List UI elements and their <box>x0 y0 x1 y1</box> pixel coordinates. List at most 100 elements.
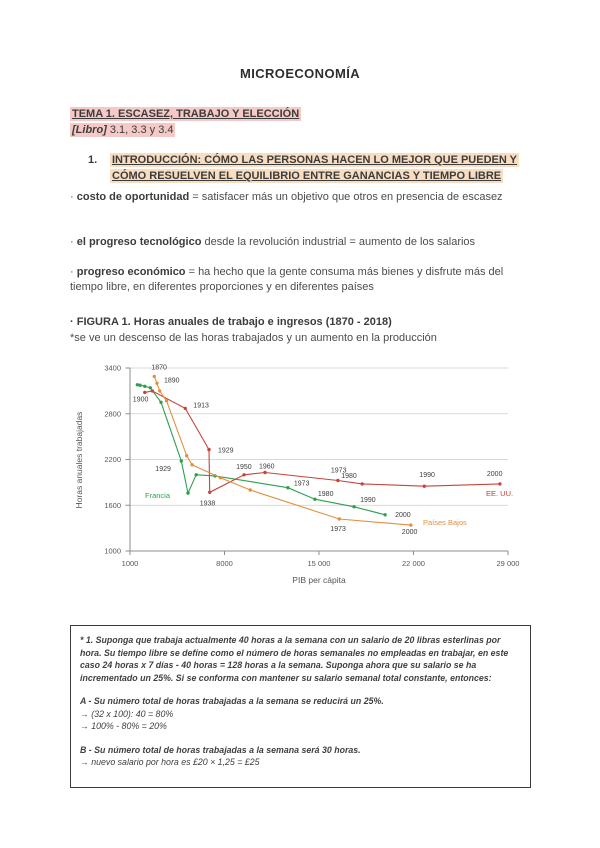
exercise-box: * 1. Suponga que trabaja actualmente 40 … <box>70 625 531 788</box>
year-label-ee-uu-2000: 2000 <box>487 471 503 478</box>
bullet-definition: = satisfacer más un objetivo que otros e… <box>189 191 503 203</box>
exercise-step-a2: → 100% - 80% = 20% <box>80 721 167 731</box>
year-label-ee-uu-1913: 1913 <box>193 402 209 409</box>
libro-label: [Libro] <box>72 124 107 136</box>
libro-chapters: 3.1, 3.3 y 3.4 <box>106 124 174 136</box>
data-point-ee-uu-1960 <box>263 470 267 475</box>
exercise-step-b1: → nuevo salario por hora es £20 × 1,25 =… <box>80 757 260 767</box>
year-label-francia-2000: 2000 <box>395 512 411 519</box>
figure-title: · FIGURA 1. Horas anuales de trabajo e i… <box>70 316 392 328</box>
data-point-pa-ses-bajos-1890 <box>155 381 159 385</box>
year-label-ee-uu-1990: 1990 <box>419 472 435 479</box>
data-point-ee-uu-1913 <box>183 406 187 411</box>
bullet-dot: · <box>70 191 77 203</box>
x-tick-label: 1000 <box>122 559 139 568</box>
exercise-step-a1: → (32 x 100): 40 = 80% <box>80 708 174 719</box>
y-tick-label: 2800 <box>104 409 121 418</box>
data-point-francia-1880 <box>138 383 142 387</box>
year-label-ee-uu-1900: 1900 <box>133 396 149 403</box>
data-point-ee-uu-1990 <box>422 484 426 488</box>
x-tick-label: 15 000 <box>308 559 331 568</box>
series-line-pa-ses-bajos <box>153 376 411 526</box>
intro-heading: 1. INTRODUCCIÓN: CÓMO LAS PERSONAS HACEN … <box>88 152 538 184</box>
data-point-francia-1913 <box>159 400 163 404</box>
data-point-francia-1973 <box>286 486 290 490</box>
data-point-francia-1980 <box>313 497 317 501</box>
x-tick-label: 8000 <box>216 559 233 568</box>
series-label-pa-ses-bajos: Países Bajos <box>423 518 467 527</box>
page-title: MICROECONOMÍA <box>239 66 361 81</box>
year-label-ee-uu-1980: 1980 <box>341 473 357 480</box>
data-point-francia-2000 <box>383 513 387 517</box>
year-label-pa-ses-bajos-2000: 2000 <box>402 529 418 536</box>
year-label-francia-1990: 1990 <box>360 497 376 504</box>
y-tick-label: 2200 <box>104 455 121 464</box>
y-tick-label: 3400 <box>104 364 121 373</box>
data-point-ee-uu-1950 <box>242 473 246 477</box>
x-axis-title: PIB per cápita <box>292 575 346 585</box>
data-point-ee-uu-1900 <box>150 389 154 393</box>
bullet-definition: desde la revolución industrial = aumento… <box>201 236 476 248</box>
year-label-ee-uu-1929: 1929 <box>218 448 234 455</box>
figure-note: *se ve un descenso de las horas trabajad… <box>70 332 437 344</box>
data-point-francia-1890 <box>143 384 147 388</box>
year-label-ee-uu-1973: 1973 <box>331 468 347 475</box>
year-label-pa-ses-bajos-1870: 1870 <box>151 364 167 371</box>
libro-line: [Libro] 3.1, 3.3 y 3.4 <box>70 123 176 137</box>
bullet-progreso-tecnologico: · el progreso tecnológico desde la revol… <box>70 235 512 250</box>
data-point-francia-1990 <box>352 505 356 509</box>
data-point-pa-ses-bajos-1960 <box>248 488 252 492</box>
y-axis-title: Horas anuales trabajadas <box>74 412 84 509</box>
y-tick-label: 1600 <box>104 501 121 510</box>
bullet-definition: = ha hecho que la gente consuma más bien… <box>70 266 504 293</box>
data-point-pa-ses-bajos-1973 <box>337 517 341 521</box>
data-point-pa-ses-bajos-1900 <box>158 389 162 393</box>
data-point-pa-ses-bajos-1950 <box>218 476 223 480</box>
data-point-pa-ses-bajos-1938 <box>190 463 194 467</box>
series-label-francia: Francia <box>145 491 171 500</box>
intro-heading-line2: CÓMO RESUELVEN EL EQUILIBRIO ENTRE GANAN… <box>110 169 504 183</box>
year-label-pa-ses-bajos-1973: 1973 <box>330 526 346 533</box>
x-tick-label: 29 000 <box>497 559 520 568</box>
bullet-term: progreso económico <box>76 266 186 278</box>
data-point-ee-uu-1890 <box>143 390 147 395</box>
data-point-francia-1900 <box>148 386 152 390</box>
year-label-ee-uu-1938: 1938 <box>200 500 216 507</box>
intro-heading-number: 1. <box>88 154 98 166</box>
intro-heading-line1: INTRODUCCIÓN: CÓMO LAS PERSONAS HACEN LO… <box>110 153 519 167</box>
exercise-item-b: B - Su número total de horas trabajadas … <box>80 744 361 755</box>
data-point-ee-uu-1938 <box>208 490 212 494</box>
data-point-francia-1938 <box>186 491 190 495</box>
year-label-pa-ses-bajos-1890: 1890 <box>164 377 180 384</box>
data-point-ee-uu-1929 <box>207 447 211 452</box>
series-label-ee-uu: EE. UU. <box>486 489 513 498</box>
exercise-paragraph: * 1. Suponga que trabaja actualmente 40 … <box>80 635 509 683</box>
data-point-pa-ses-bajos-2000 <box>409 523 413 527</box>
data-point-ee-uu-2000 <box>498 482 502 486</box>
y-tick-label: 1000 <box>104 547 121 556</box>
data-point-francia-1929 <box>179 459 183 463</box>
year-label-ee-uu-1960: 1960 <box>259 464 275 471</box>
year-label-francia-1973: 1973 <box>294 481 310 488</box>
data-point-francia-1950 <box>194 473 198 477</box>
year-label-francia-1980: 1980 <box>318 491 334 498</box>
bullet-progreso-economico: · progreso económico = ha hecho que la g… <box>70 265 512 295</box>
tema-heading-text: TEMA 1. ESCASEZ, TRABAJO Y ELECCIÓN <box>70 107 302 121</box>
x-tick-label: 22 000 <box>402 559 425 568</box>
bullet-costo-oportunidad: · costo de oportunidad = satisfacer más … <box>70 190 512 205</box>
data-point-ee-uu-1973 <box>336 478 340 483</box>
bullet-term: el progreso tecnológico <box>76 236 202 248</box>
year-label-ee-uu-1950: 1950 <box>236 464 252 471</box>
data-point-francia-1870 <box>135 383 140 387</box>
year-label-francia-1929: 1929 <box>155 466 171 473</box>
tema-heading: TEMA 1. ESCASEZ, TRABAJO Y ELECCIÓN <box>70 107 302 121</box>
data-point-pa-ses-bajos-1929 <box>185 454 189 458</box>
bullet-dot: · <box>70 266 77 278</box>
bullet-dot: · <box>70 236 77 248</box>
data-point-pa-ses-bajos-1870 <box>152 374 156 379</box>
exercise-item-a: A - Su número total de horas trabajadas … <box>80 696 384 706</box>
series-line-francia <box>137 384 386 516</box>
data-point-ee-uu-1980 <box>360 482 364 486</box>
